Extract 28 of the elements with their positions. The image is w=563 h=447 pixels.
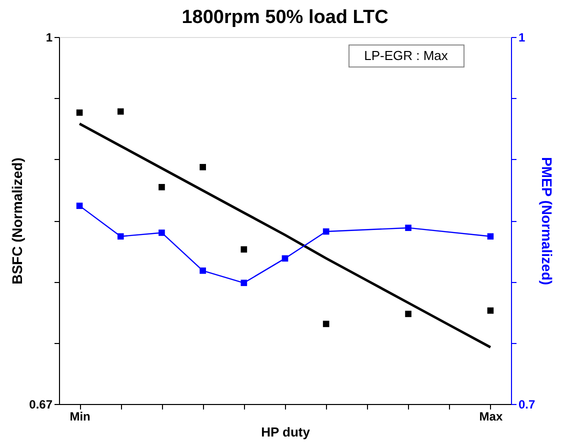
- point: [200, 267, 206, 274]
- chart-title: 1800rpm 50% load LTC: [182, 7, 389, 28]
- point: [76, 109, 83, 116]
- annotation: LP-EGR : Max: [364, 48, 448, 63]
- point: [117, 233, 124, 240]
- point: [158, 230, 165, 236]
- x-tick-label: Min: [70, 410, 90, 424]
- line-series: [78, 122, 492, 349]
- point: [487, 233, 494, 240]
- x-axis-title: HP duty: [261, 424, 311, 440]
- point: [158, 184, 165, 190]
- y-axis-title: BSFC (Normalized): [9, 158, 26, 284]
- point: [322, 228, 330, 235]
- point: [240, 246, 248, 253]
- y2-tick-label: 0.7: [518, 398, 536, 412]
- point: [76, 202, 83, 209]
- y-tick-label: 0.67: [29, 398, 53, 412]
- y2-axis-title: PMEP (Normalized): [539, 156, 556, 286]
- point: [200, 164, 206, 170]
- point: [487, 307, 494, 314]
- point: [322, 320, 330, 328]
- point: [117, 108, 124, 115]
- point: [282, 255, 288, 262]
- y2-tick-label: 1: [518, 30, 526, 44]
- x-tick-label: Max: [479, 410, 503, 424]
- point: [405, 310, 412, 318]
- point: [405, 224, 412, 232]
- point: [240, 280, 248, 286]
